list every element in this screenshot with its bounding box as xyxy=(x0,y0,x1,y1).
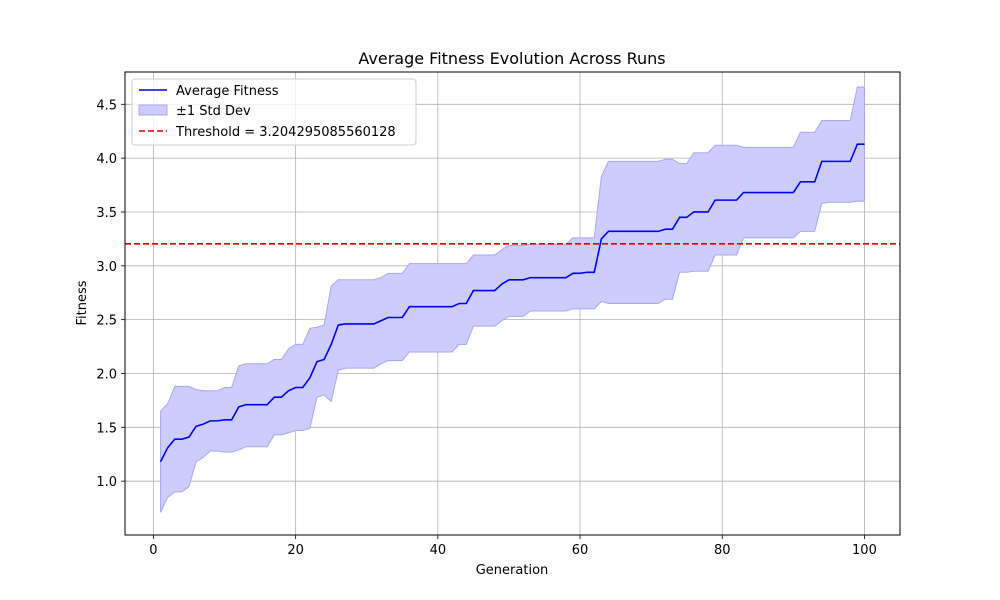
x-tick-label: 100 xyxy=(852,543,877,558)
x-tick-label: 60 xyxy=(572,543,589,558)
y-tick-label: 3.5 xyxy=(96,206,117,221)
x-tick-label: 0 xyxy=(149,543,157,558)
std-band-area xyxy=(160,86,865,513)
y-axis-ticks: 1.0 1.5 2.0 2.5 3.0 3.5 4.0 4.5 xyxy=(96,98,125,490)
x-tick-label: 40 xyxy=(430,543,447,558)
x-axis-ticks: 0 20 40 60 80 100 xyxy=(149,535,877,558)
x-tick-label: 20 xyxy=(287,543,304,558)
mean-line xyxy=(159,143,865,463)
y-tick-label: 2.0 xyxy=(96,367,117,382)
legend-band-swatch xyxy=(138,104,168,116)
mean-series xyxy=(159,143,865,463)
y-axis-label: Fitness xyxy=(75,280,90,325)
std-band xyxy=(160,86,865,513)
legend-box xyxy=(131,78,417,146)
y-tick-label: 1.5 xyxy=(96,421,117,436)
y-tick-label: 4.0 xyxy=(96,152,117,167)
legend-band-label: ±1 Std Dev xyxy=(176,104,251,119)
plot-frame xyxy=(124,71,901,536)
x-tick-label: 80 xyxy=(714,543,731,558)
legend: Average Fitness ±1 Std Dev Threshold = 3… xyxy=(131,78,417,146)
legend-mean-label: Average Fitness xyxy=(176,84,279,99)
x-axis-label: Generation xyxy=(476,563,549,578)
y-tick-label: 3.0 xyxy=(96,260,117,275)
y-tick-label: 2.5 xyxy=(96,314,117,329)
y-tick-label: 1.0 xyxy=(96,475,117,490)
chart-title: Average Fitness Evolution Across Runs xyxy=(358,49,665,68)
y-tick-label: 4.5 xyxy=(96,98,117,113)
legend-threshold-label: Threshold = 3.204295085560128 xyxy=(175,125,396,140)
